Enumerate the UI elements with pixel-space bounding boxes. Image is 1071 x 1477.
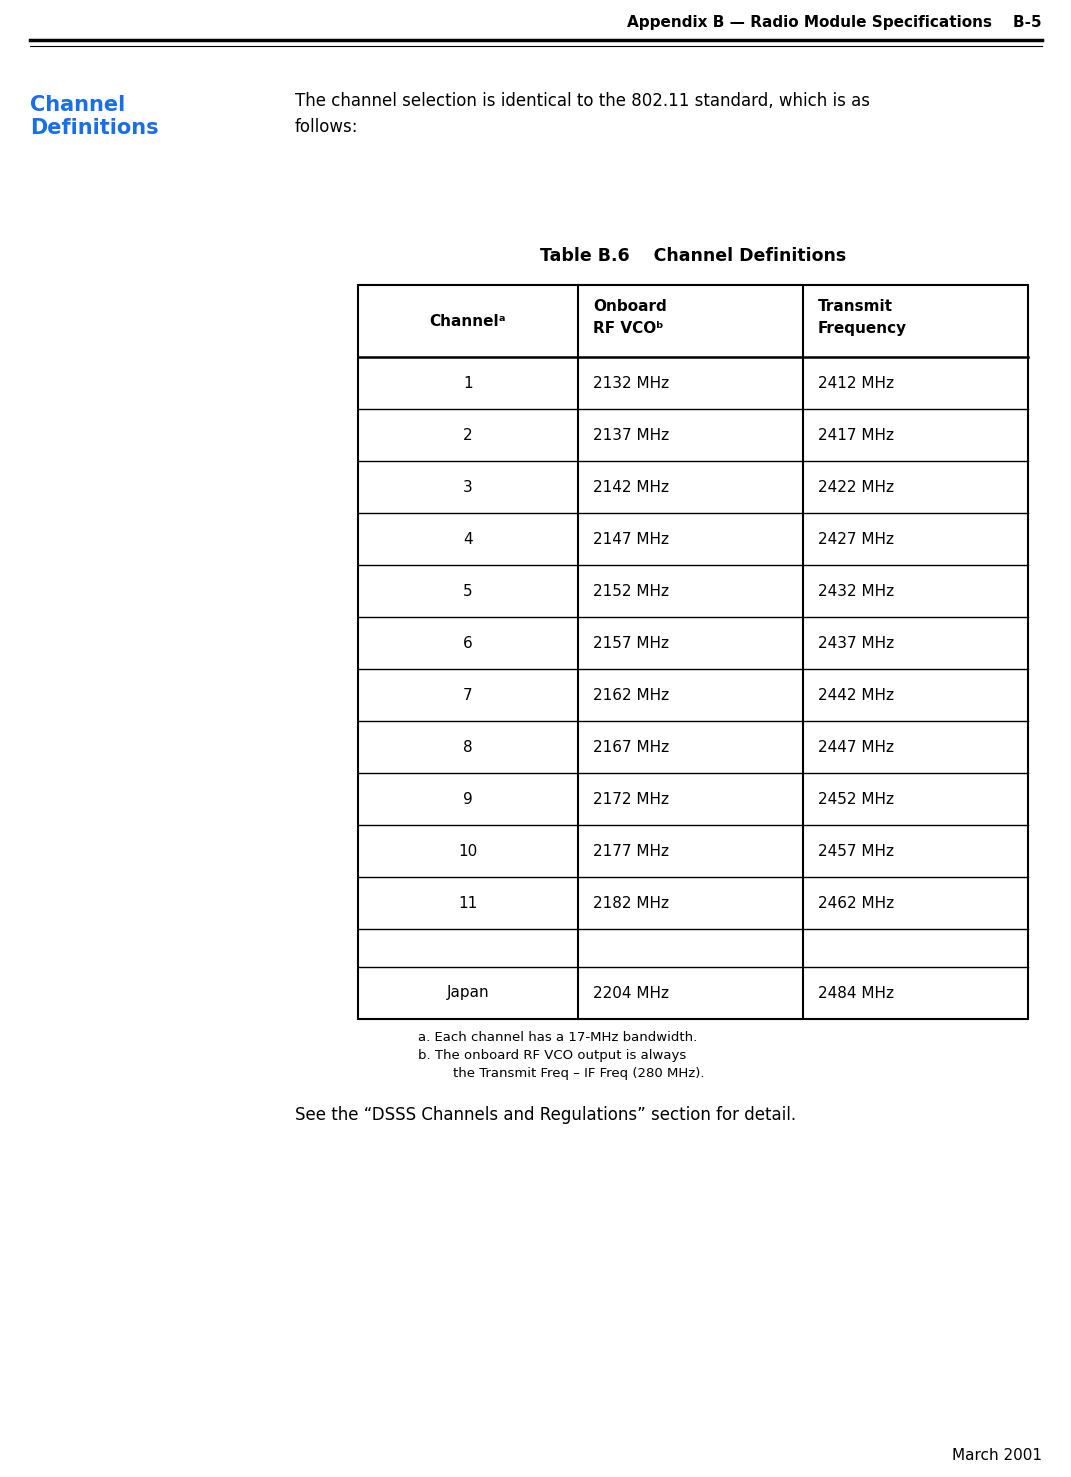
Text: Table B.6    Channel Definitions: Table B.6 Channel Definitions (540, 247, 846, 264)
Text: Japan: Japan (447, 985, 489, 1000)
Text: 9: 9 (463, 792, 473, 806)
Text: 2167 MHz: 2167 MHz (593, 740, 669, 755)
Text: 2422 MHz: 2422 MHz (818, 480, 894, 495)
Text: See the “DSSS Channels and Regulations” section for detail.: See the “DSSS Channels and Regulations” … (295, 1106, 796, 1124)
Text: 2157 MHz: 2157 MHz (593, 635, 669, 650)
Bar (358, 285, 1028, 1019)
Text: 2484 MHz: 2484 MHz (818, 985, 894, 1000)
Text: 2: 2 (463, 427, 472, 443)
Text: 10: 10 (458, 843, 478, 858)
Text: 2447 MHz: 2447 MHz (818, 740, 894, 755)
Text: 11: 11 (458, 895, 478, 910)
Text: 2142 MHz: 2142 MHz (593, 480, 669, 495)
Text: 6: 6 (463, 635, 473, 650)
Text: 2417 MHz: 2417 MHz (818, 427, 894, 443)
Text: RF VCOᵇ: RF VCOᵇ (593, 321, 664, 335)
Text: Onboard: Onboard (593, 298, 667, 315)
Text: 2182 MHz: 2182 MHz (593, 895, 669, 910)
Text: 2162 MHz: 2162 MHz (593, 687, 669, 703)
Text: Transmit: Transmit (818, 298, 893, 315)
Text: 2132 MHz: 2132 MHz (593, 375, 669, 390)
Text: Appendix B — Radio Module Specifications    B-5: Appendix B — Radio Module Specifications… (628, 15, 1042, 30)
Text: 2427 MHz: 2427 MHz (818, 532, 894, 546)
Text: 2432 MHz: 2432 MHz (818, 583, 894, 598)
Text: The channel selection is identical to the 802.11 standard, which is as
follows:: The channel selection is identical to th… (295, 92, 870, 136)
Text: 4: 4 (463, 532, 472, 546)
Text: 2152 MHz: 2152 MHz (593, 583, 669, 598)
Text: 2442 MHz: 2442 MHz (818, 687, 894, 703)
Text: 2412 MHz: 2412 MHz (818, 375, 894, 390)
Text: b. The onboard RF VCO output is always: b. The onboard RF VCO output is always (418, 1049, 687, 1062)
Text: 2204 MHz: 2204 MHz (593, 985, 669, 1000)
Text: 7: 7 (463, 687, 472, 703)
Text: 3: 3 (463, 480, 473, 495)
Text: 5: 5 (463, 583, 472, 598)
Text: 2462 MHz: 2462 MHz (818, 895, 894, 910)
Text: 2172 MHz: 2172 MHz (593, 792, 669, 806)
Text: Frequency: Frequency (818, 321, 907, 335)
Text: 2137 MHz: 2137 MHz (593, 427, 669, 443)
Text: Channel
Definitions: Channel Definitions (30, 95, 159, 139)
Text: a. Each channel has a 17-MHz bandwidth.: a. Each channel has a 17-MHz bandwidth. (418, 1031, 697, 1044)
Text: 1: 1 (463, 375, 472, 390)
Text: 8: 8 (463, 740, 472, 755)
Text: 2452 MHz: 2452 MHz (818, 792, 894, 806)
Text: March 2001: March 2001 (952, 1447, 1042, 1462)
Text: the Transmit Freq – IF Freq (280 MHz).: the Transmit Freq – IF Freq (280 MHz). (436, 1066, 705, 1080)
Text: 2147 MHz: 2147 MHz (593, 532, 669, 546)
Text: 2177 MHz: 2177 MHz (593, 843, 669, 858)
Text: Channelᵃ: Channelᵃ (429, 313, 507, 328)
Text: 2437 MHz: 2437 MHz (818, 635, 894, 650)
Text: 2457 MHz: 2457 MHz (818, 843, 894, 858)
